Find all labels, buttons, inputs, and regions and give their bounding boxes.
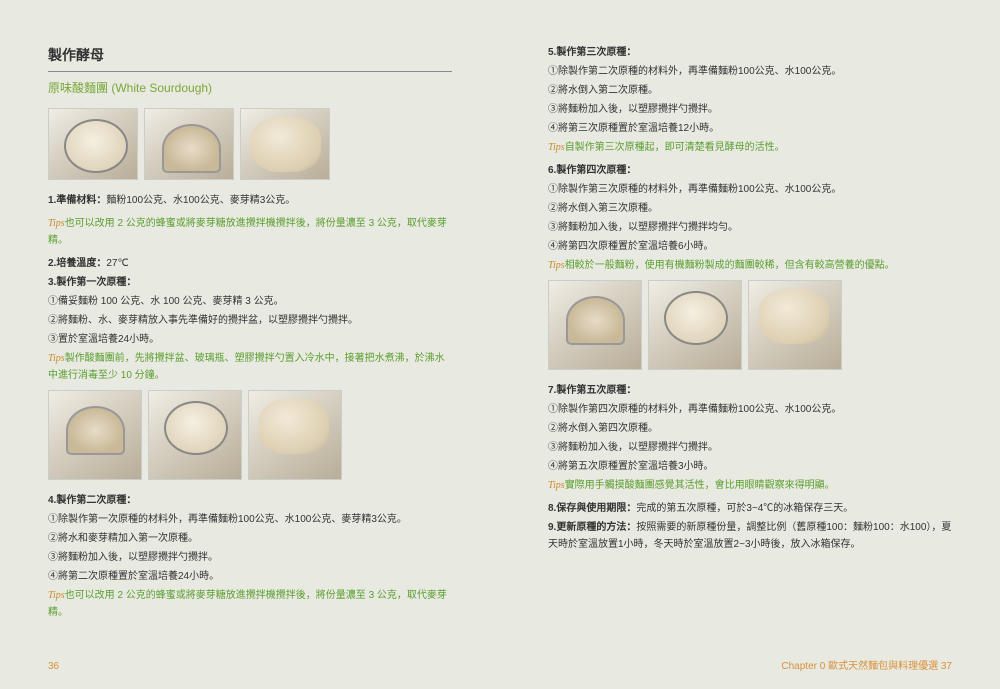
step-6-2: ②將水倒入第三次原種。 (548, 200, 952, 217)
tips-label: Tips (48, 590, 65, 601)
step-7-4: ④將第五次原種置於室溫培養3小時。 (548, 458, 952, 475)
step-body: 完成的第五次原種，可於3~4℃的冰箱保存三天。 (636, 503, 853, 514)
left-page: 製作酵母 原味酸麵團 (White Sourdough) 1.準備材料：麵粉10… (0, 0, 500, 689)
photo-bowl-1 (48, 108, 138, 180)
tip-text: 相較於一般麵粉，使用有機麵粉製成的麵團較稀，但含有較高營養的優點。 (565, 260, 895, 271)
tip-1: Tips也可以改用 2 公克的蜂蜜或將麥芽糖放進攪拌機攪拌後，將份量濃至 3 公… (48, 215, 452, 249)
page-number-left: 36 (48, 658, 59, 675)
tip-5: Tips自製作第三次原種起，即可清楚看見酵母的活性。 (548, 139, 952, 156)
photo-row-2 (48, 390, 452, 480)
tip-text: 自製作第三次原種起，即可清楚看見酵母的活性。 (565, 142, 785, 153)
step-9: 9.更新原種的方法：按照需要的新原種份量，調整比例（舊原種100：麵粉100：水… (548, 519, 952, 553)
step-4-head: 4.製作第二次原種： (48, 492, 452, 509)
step-body: 麵粉100公克、水100公克、麥芽精3公克。 (106, 195, 295, 206)
photo-row-1 (48, 108, 452, 180)
photo-bowl-3 (648, 280, 742, 370)
right-page: 5.製作第三次原種： ①除製作第二次原種的材料外，再準備麵粉100公克、水100… (500, 0, 1000, 689)
page-footer-right: Chapter 0 歐式天然麵包與料理優選 37 (781, 658, 952, 675)
photo-row-3 (548, 280, 952, 370)
tips-label: Tips (48, 353, 65, 364)
photo-jar-2 (48, 390, 142, 480)
step-3-head: 3.製作第一次原種： (48, 274, 452, 291)
step-head: 8.保存與使用期限： (548, 503, 636, 514)
step-head: 2.培養溫度： (48, 258, 106, 269)
tips-label: Tips (548, 260, 565, 271)
photo-dough-2 (248, 390, 342, 480)
step-7-1: ①除製作第四次原種的材料外，再準備麵粉100公克、水100公克。 (548, 401, 952, 418)
tip-text: 製作酸麵團前，先將攪拌盆、玻璃瓶、塑膠攪拌勺置入冷水中，接著把水煮沸，於沸水中進… (48, 353, 445, 381)
step-3-3: ③置於室溫培養24小時。 (48, 331, 452, 348)
step-7-2: ②將水倒入第四次原種。 (548, 420, 952, 437)
step-7-head: 7.製作第五次原種： (548, 382, 952, 399)
tips-label: Tips (548, 480, 565, 491)
step-7-3: ③將麵粉加入後，以塑膠攪拌勺攪拌。 (548, 439, 952, 456)
photo-jar-1 (144, 108, 234, 180)
step-6-1: ①除製作第三次原種的材料外，再準備麵粉100公克、水100公克。 (548, 181, 952, 198)
step-1: 1.準備材料：麵粉100公克、水100公克、麥芽精3公克。 (48, 192, 452, 209)
tip-2: Tips製作酸麵團前，先將攪拌盆、玻璃瓶、塑膠攪拌勺置入冷水中，接著把水煮沸，於… (48, 350, 452, 384)
tip-text: 也可以改用 2 公克的蜂蜜或將麥芽糖放進攪拌機攪拌後，將份量濃至 3 公克，取代… (48, 218, 447, 246)
tip-7: Tips實際用手觸摸酸麵團感覺其活性，會比用眼睛觀察來得明顯。 (548, 477, 952, 494)
photo-jar-3 (548, 280, 642, 370)
step-3-1: ①備妥麵粉 100 公克、水 100 公克、麥芽精 3 公克。 (48, 293, 452, 310)
photo-dough-3 (748, 280, 842, 370)
step-6-3: ③將麵粉加入後，以塑膠攪拌勺攪拌均勻。 (548, 219, 952, 236)
step-5-4: ④將第三次原種置於室溫培養12小時。 (548, 120, 952, 137)
step-5-head: 5.製作第三次原種： (548, 44, 952, 61)
tips-label: Tips (548, 142, 565, 153)
tip-3: Tips也可以改用 2 公克的蜂蜜或將麥芽糖放進攪拌機攪拌後，將份量濃至 3 公… (48, 587, 452, 621)
step-4-1: ①除製作第一次原種的材料外，再準備麵粉100公克、水100公克、麥芽精3公克。 (48, 511, 452, 528)
tip-text: 也可以改用 2 公克的蜂蜜或將麥芽糖放進攪拌機攪拌後，將份量濃至 3 公克，取代… (48, 590, 447, 618)
step-5-3: ③將麵粉加入後，以塑膠攪拌勺攪拌。 (548, 101, 952, 118)
step-6-head: 6.製作第四次原種： (548, 162, 952, 179)
step-4-2: ②將水和麥芽精加入第一次原種。 (48, 530, 452, 547)
step-2: 2.培養溫度：27℃ (48, 255, 452, 272)
step-6-4: ④將第四次原種置於室溫培養6小時。 (548, 238, 952, 255)
step-3-2: ②將麵粉、水、麥芽精放入事先準備好的攪拌盆，以塑膠攪拌勺攪拌。 (48, 312, 452, 329)
photo-bowl-2 (148, 390, 242, 480)
step-4-4: ④將第二次原種置於室溫培養24小時。 (48, 568, 452, 585)
step-8: 8.保存與使用期限：完成的第五次原種，可於3~4℃的冰箱保存三天。 (548, 500, 952, 517)
photo-dough-1 (240, 108, 330, 180)
section-title: 製作酵母 (48, 44, 452, 72)
step-head: 9.更新原種的方法： (548, 522, 636, 533)
step-4-3: ③將麵粉加入後，以塑膠攪拌勺攪拌。 (48, 549, 452, 566)
step-head: 1.準備材料： (48, 195, 106, 206)
step-5-2: ②將水倒入第二次原種。 (548, 82, 952, 99)
tip-6: Tips相較於一般麵粉，使用有機麵粉製成的麵團較稀，但含有較高營養的優點。 (548, 257, 952, 274)
step-5-1: ①除製作第二次原種的材料外，再準備麵粉100公克、水100公克。 (548, 63, 952, 80)
tip-text: 實際用手觸摸酸麵團感覺其活性，會比用眼睛觀察來得明顯。 (565, 480, 835, 491)
step-body: 27℃ (106, 258, 128, 269)
tips-label: Tips (48, 218, 65, 229)
recipe-subtitle: 原味酸麵團 (White Sourdough) (48, 78, 452, 98)
